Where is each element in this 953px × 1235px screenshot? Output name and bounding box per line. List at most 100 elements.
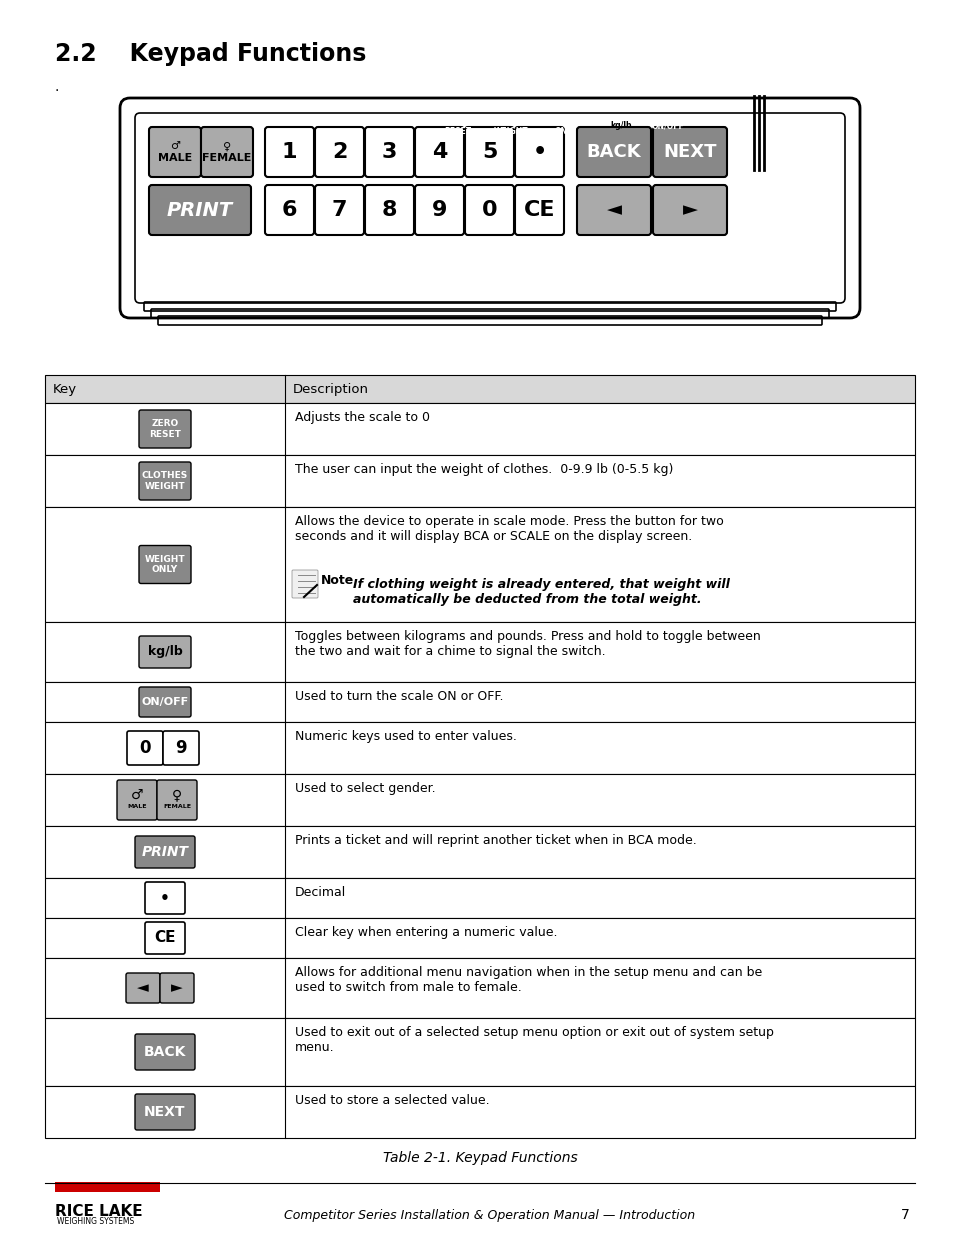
Text: 5: 5 [481, 142, 497, 162]
Bar [55, 1182, 160, 1192]
Bar [45, 1086, 914, 1137]
Text: CLOTHES
WEIGHT: CLOTHES WEIGHT [142, 472, 188, 490]
Text: 7: 7 [900, 1208, 908, 1221]
FancyBboxPatch shape [139, 636, 191, 668]
Text: RICE LAKE: RICE LAKE [55, 1204, 143, 1219]
Text: 0: 0 [139, 739, 151, 757]
Text: BACK: BACK [586, 143, 640, 161]
Text: The user can input the weight of clothes.  0-9.9 lb (0-5.5 kg): The user can input the weight of clothes… [294, 463, 673, 475]
Text: kg/lb: kg/lb [148, 646, 182, 658]
Text: 9: 9 [175, 739, 187, 757]
FancyBboxPatch shape [117, 781, 157, 820]
FancyBboxPatch shape [139, 462, 191, 500]
FancyBboxPatch shape [139, 687, 191, 718]
FancyBboxPatch shape [577, 127, 650, 177]
Text: Description: Description [293, 383, 369, 395]
Bar [45, 682, 914, 722]
Text: 2.2    Keypad Functions: 2.2 Keypad Functions [55, 42, 366, 65]
Text: BACK: BACK [144, 1045, 186, 1058]
Text: Adjusts the scale to 0: Adjusts the scale to 0 [294, 411, 430, 424]
Text: ON/OFF: ON/OFF [141, 697, 189, 706]
FancyBboxPatch shape [415, 185, 463, 235]
Bar [45, 622, 914, 682]
Text: Used to exit out of a selected setup menu option or exit out of system setup
men: Used to exit out of a selected setup men… [294, 1026, 773, 1053]
FancyBboxPatch shape [365, 127, 414, 177]
Bar [45, 508, 914, 622]
Text: PRINT: PRINT [141, 845, 189, 860]
Bar [45, 1018, 914, 1086]
Bar [45, 918, 914, 958]
Text: Used to select gender.: Used to select gender. [294, 782, 436, 795]
Text: Allows for additional menu navigation when in the setup menu and can be
used to : Allows for additional menu navigation wh… [294, 966, 761, 994]
FancyBboxPatch shape [415, 127, 463, 177]
Bar [45, 878, 914, 918]
Text: 2: 2 [332, 142, 347, 162]
Text: •: • [532, 142, 546, 162]
FancyBboxPatch shape [149, 127, 201, 177]
Text: 1: 1 [281, 142, 297, 162]
Text: ◄: ◄ [137, 981, 149, 995]
FancyBboxPatch shape [145, 923, 185, 953]
Text: 8: 8 [381, 200, 396, 220]
Text: Note: Note [320, 574, 354, 588]
FancyBboxPatch shape [145, 882, 185, 914]
FancyBboxPatch shape [540, 105, 590, 147]
Text: .: . [55, 80, 59, 94]
FancyBboxPatch shape [642, 105, 692, 147]
Text: If clothing weight is already entered, that weight will
automatically be deducte: If clothing weight is already entered, t… [353, 578, 729, 606]
Text: CE: CE [154, 930, 175, 946]
Text: Clear key when entering a numeric value.: Clear key when entering a numeric value. [294, 926, 557, 939]
FancyBboxPatch shape [485, 105, 536, 147]
Text: 0: 0 [481, 200, 497, 220]
Text: Used to store a selected value.: Used to store a selected value. [294, 1094, 489, 1107]
Text: ◄: ◄ [606, 200, 620, 220]
Text: NEXT: NEXT [144, 1105, 186, 1119]
FancyBboxPatch shape [314, 127, 364, 177]
Bar [45, 375, 914, 403]
FancyBboxPatch shape [127, 731, 163, 764]
Text: MALE: MALE [127, 804, 147, 809]
FancyBboxPatch shape [577, 185, 650, 235]
Text: Key: Key [53, 383, 77, 395]
FancyBboxPatch shape [365, 185, 414, 235]
FancyBboxPatch shape [515, 185, 563, 235]
Text: ♀: ♀ [172, 788, 182, 802]
Text: NEXT: NEXT [662, 143, 716, 161]
Text: ♀
FEMALE: ♀ FEMALE [202, 141, 252, 163]
Text: Prints a ticket and will reprint another ticket when in BCA mode.: Prints a ticket and will reprint another… [294, 834, 696, 847]
Text: 6: 6 [281, 200, 297, 220]
FancyBboxPatch shape [135, 1034, 194, 1070]
Text: Allows the device to operate in scale mode. Press the button for two
seconds and: Allows the device to operate in scale mo… [294, 515, 723, 543]
Text: CLOTHES
WEIGHT: CLOTHES WEIGHT [491, 116, 530, 136]
FancyBboxPatch shape [157, 781, 196, 820]
FancyBboxPatch shape [139, 410, 191, 448]
FancyBboxPatch shape [265, 127, 314, 177]
Text: 4: 4 [432, 142, 447, 162]
Text: Used to turn the scale ON or OFF.: Used to turn the scale ON or OFF. [294, 690, 503, 703]
Text: 7: 7 [332, 200, 347, 220]
Bar [45, 958, 914, 1018]
FancyBboxPatch shape [126, 973, 160, 1003]
Text: ♂
MALE: ♂ MALE [157, 141, 192, 163]
FancyBboxPatch shape [139, 546, 191, 583]
FancyBboxPatch shape [433, 105, 482, 147]
Text: ♂: ♂ [131, 788, 143, 802]
Text: ZERO
RESET: ZERO RESET [444, 116, 471, 136]
Text: FEMALE: FEMALE [163, 804, 191, 809]
FancyBboxPatch shape [596, 105, 645, 147]
FancyBboxPatch shape [464, 185, 514, 235]
Text: Toggles between kilograms and pounds. Press and hold to toggle between
the two a: Toggles between kilograms and pounds. Pr… [294, 630, 760, 658]
FancyBboxPatch shape [314, 185, 364, 235]
FancyBboxPatch shape [265, 185, 314, 235]
FancyBboxPatch shape [160, 973, 193, 1003]
Text: WEIGHT
ONLY: WEIGHT ONLY [548, 116, 582, 136]
FancyBboxPatch shape [120, 98, 859, 317]
FancyBboxPatch shape [201, 127, 253, 177]
Bar [45, 774, 914, 826]
FancyBboxPatch shape [430, 100, 749, 152]
FancyBboxPatch shape [135, 836, 194, 868]
Bar [45, 454, 914, 508]
FancyBboxPatch shape [163, 731, 199, 764]
Text: Numeric keys used to enter values.: Numeric keys used to enter values. [294, 730, 517, 743]
Text: PRINT: PRINT [167, 200, 233, 220]
